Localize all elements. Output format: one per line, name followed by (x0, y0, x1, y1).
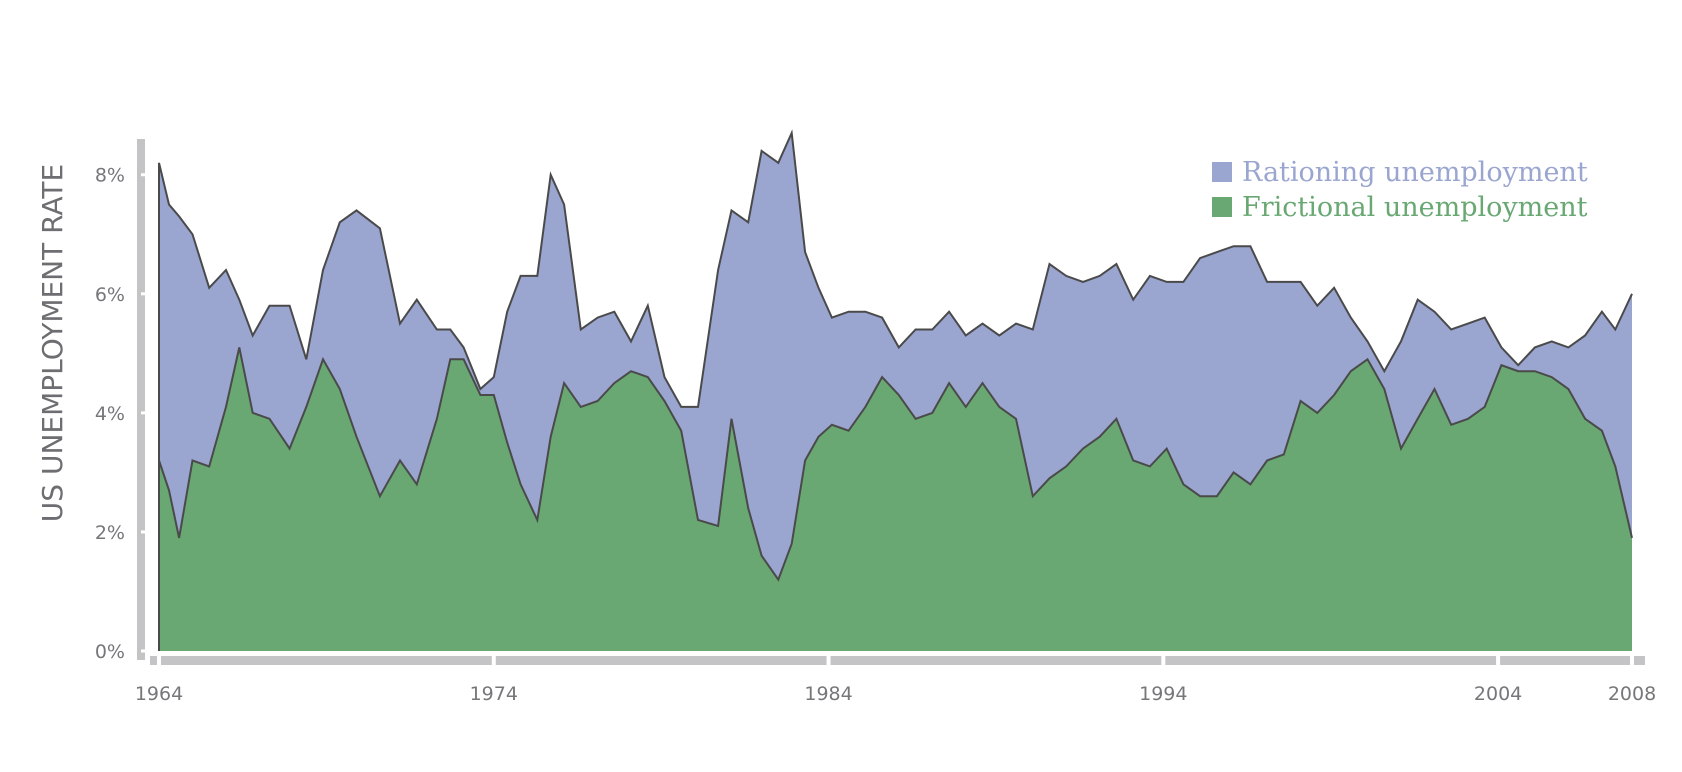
x-tick-label: 1984 (804, 683, 852, 705)
area-rationing (159, 133, 1632, 580)
x-tick-label: 1974 (470, 683, 518, 705)
y-tick-label: 0% (95, 641, 125, 663)
x-tick-label: 2008 (1608, 683, 1656, 705)
y-tick-label: 6% (95, 284, 125, 306)
x-tick-label: 2004 (1474, 683, 1522, 705)
legend-swatch-rationing (1212, 162, 1232, 182)
y-tick-label: 8% (95, 165, 125, 187)
legend-label-rationing: Rationing unemployment (1242, 157, 1588, 188)
x-tick-label: 1994 (1139, 683, 1187, 705)
legend-label-frictional: Frictional unemployment (1242, 192, 1588, 223)
chart-axes (137, 139, 1645, 665)
y-axis-line (137, 139, 145, 660)
tick-labels: 0% 2% 4% 6% 8% 1964 1974 1984 1994 2004 2008 (95, 165, 1656, 705)
y-axis-label: US UNEMPLOYMENT RATE (36, 164, 69, 522)
legend: Rationing unemployment Frictional unempl… (1212, 157, 1588, 223)
chart-areas (158, 129, 1633, 651)
line-frictional (158, 347, 1633, 582)
y-tick-label: 4% (95, 403, 125, 425)
y-tick-label: 2% (95, 522, 125, 544)
x-axis-line (150, 656, 1645, 665)
legend-swatch-frictional (1212, 197, 1232, 217)
x-tick-label: 1964 (135, 683, 183, 705)
line-total-unemployment (158, 129, 1633, 408)
area-frictional (159, 347, 1632, 651)
